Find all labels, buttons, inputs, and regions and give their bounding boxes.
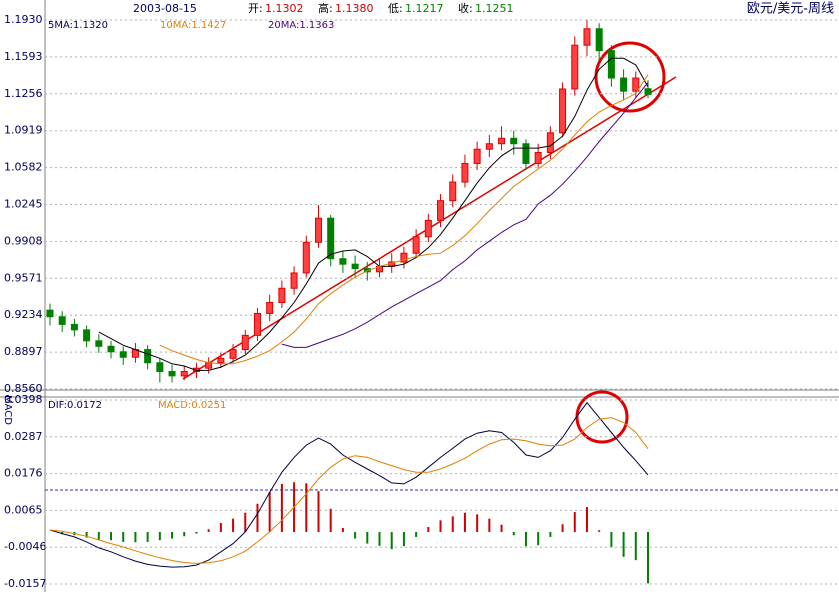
candle-body <box>546 132 554 153</box>
legend-entry: 5MA:1.1320 <box>48 20 108 31</box>
candle-body <box>424 219 432 238</box>
y-tick-label: 0.0176 <box>4 467 43 480</box>
candle-body <box>290 272 298 289</box>
candle-body <box>168 370 176 377</box>
candle-body <box>314 217 322 243</box>
candle-body <box>119 351 127 358</box>
candle-body <box>339 258 347 265</box>
y-tick-label: 1.1593 <box>4 50 43 63</box>
candle-body <box>437 200 445 221</box>
candle-body <box>70 323 78 331</box>
y-tick-label: 0.0398 <box>4 393 43 406</box>
candle-body <box>156 362 164 372</box>
header-value: 1.1302 <box>265 2 304 15</box>
y-tick-label: 0.8560 <box>4 382 43 395</box>
y-tick-label: 1.0919 <box>4 124 43 137</box>
y-tick-label: -0.0046 <box>4 540 46 553</box>
candle-body <box>571 44 579 90</box>
candle-body <box>278 287 286 303</box>
candle-body <box>510 137 518 145</box>
candle-body <box>46 309 54 318</box>
candle-body <box>534 151 542 164</box>
y-tick-label: 0.9571 <box>4 271 43 284</box>
candle-body <box>351 263 359 270</box>
header-value: 1.1217 <box>405 2 444 15</box>
candle-body <box>559 88 567 134</box>
macd-line <box>49 417 649 564</box>
panel-label: MACD <box>2 395 13 425</box>
candle-body <box>144 349 152 364</box>
macd-line <box>49 401 649 568</box>
candle-body <box>400 252 408 263</box>
header-label: 开: <box>248 2 263 15</box>
candle-body <box>522 143 530 164</box>
candle-body <box>595 28 603 52</box>
candle-body <box>241 334 249 351</box>
header-value: 1.1251 <box>475 2 514 15</box>
ma-line <box>98 57 649 371</box>
candle-body <box>620 77 628 92</box>
y-tick-label: 1.0582 <box>4 161 43 174</box>
candle-body <box>583 28 591 46</box>
candle-body <box>461 162 469 183</box>
candle-body <box>83 329 91 342</box>
ma-line <box>159 74 649 365</box>
candle-body <box>95 340 103 347</box>
y-tick-label: 0.9234 <box>4 308 43 321</box>
candle-body <box>449 181 457 202</box>
candle-body <box>485 143 493 150</box>
candle-body <box>302 241 310 274</box>
candle-body <box>498 137 506 145</box>
candle-body <box>107 345 115 353</box>
y-tick-label: 0.8897 <box>4 345 43 358</box>
candle-body <box>58 316 66 325</box>
header-label: 高: <box>318 1 333 15</box>
candle-body <box>412 236 420 254</box>
legend-entry: MACD:0.0251 <box>158 400 226 411</box>
ma-line <box>281 82 649 348</box>
candle-body <box>473 148 481 164</box>
header: 2003-08-15 开: 1.1302 高: 1.1380 低: 1.1217 收: 1.1… <box>133 1 514 15</box>
legend-entry: DIF:0.0172 <box>48 400 102 411</box>
y-tick-label: 0.0287 <box>4 430 43 443</box>
header-label: 低: <box>388 2 403 15</box>
y-tick-label: 0.0065 <box>4 503 43 516</box>
y-tick-label: 1.1256 <box>4 87 43 100</box>
date: 2003-08-15 <box>133 2 197 15</box>
y-tick-label: 1.0245 <box>4 198 43 211</box>
legend-entry: 20MA:1.1363 <box>268 20 334 31</box>
y-tick-label: -0.0157 <box>4 577 46 590</box>
candle-body <box>253 312 261 336</box>
candle-body <box>644 88 652 95</box>
highlight-circle <box>594 41 666 113</box>
candle-body <box>266 301 274 314</box>
y-tick-label: 0.9908 <box>4 234 43 247</box>
header-label: 收: <box>458 1 473 15</box>
candle-body <box>229 349 237 359</box>
candle-body <box>205 362 213 369</box>
candle-body <box>217 357 225 364</box>
candle-body <box>180 370 188 377</box>
y-tick-label: 1.1930 <box>4 13 43 26</box>
legend-entry: 10MA:1.1427 <box>160 20 226 31</box>
candle-body <box>607 50 615 79</box>
chart-title: 欧元/美元-周线 <box>747 2 834 17</box>
header-value: 1.1380 <box>335 2 374 15</box>
candle-body <box>632 77 640 92</box>
candle-body <box>327 217 335 260</box>
